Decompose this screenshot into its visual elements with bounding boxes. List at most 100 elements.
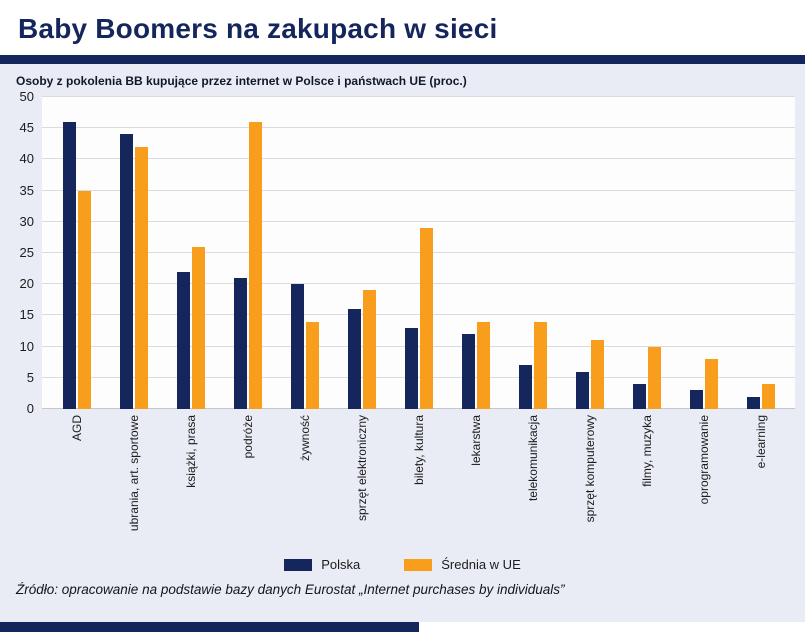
gridline [42, 127, 795, 129]
bar-group [276, 97, 333, 409]
bar-polska [632, 384, 646, 409]
x-label-cell: żywność [276, 409, 333, 555]
x-axis-label: podróże [240, 415, 255, 459]
bar-group [219, 97, 276, 409]
y-tick-label: 0 [26, 401, 34, 416]
x-axis-label: bilety, kultura [411, 415, 426, 485]
bar-polska [746, 396, 760, 409]
x-axis-label: AGD [69, 415, 84, 442]
bar-ue [476, 321, 490, 409]
x-axis-label: filmy, muzyka [639, 415, 654, 487]
x-axis-label: lekarstwa [468, 415, 483, 466]
gridline [42, 220, 795, 222]
bar-group [561, 97, 618, 409]
bar-polska [689, 390, 703, 409]
y-tick-label: 30 [19, 213, 34, 229]
bar-ue [134, 146, 148, 409]
bars-layer [42, 97, 795, 409]
x-label-cell: e-learning [732, 409, 789, 555]
y-tick-label: 50 [19, 89, 34, 104]
source-note: Źródło: opracowanie na podstawie bazy da… [16, 582, 565, 597]
y-tick-label: 35 [19, 182, 34, 198]
gridline [42, 158, 795, 160]
x-axis-label: książki, prasa [183, 415, 198, 488]
footer-bar [0, 622, 419, 632]
bar-ue [362, 290, 376, 409]
bar-ue [419, 228, 433, 409]
legend-swatch-ue [404, 558, 433, 571]
x-axis-label: oprogramowanie [696, 415, 711, 505]
x-axis-label: ubrania, art. sportowe [126, 415, 141, 532]
legend-swatch-polska [284, 558, 313, 571]
legend-label-polska: Polska [321, 557, 361, 572]
bar-ue [533, 321, 547, 409]
gridline [42, 252, 795, 253]
x-label-cell: książki, prasa [162, 409, 219, 555]
bar-group [162, 97, 219, 409]
gridline [42, 96, 795, 97]
bar-ue [248, 121, 262, 409]
bar-group [48, 97, 105, 409]
x-axis-cells: AGD ubrania, art. sportowe książki, prasa p… [42, 409, 795, 555]
gridline [42, 314, 795, 316]
bar-polska [461, 334, 475, 409]
bar-ue [77, 190, 91, 409]
y-tick-label: 5 [26, 369, 34, 385]
x-axis-label: e-learning [753, 415, 768, 469]
bar-group [447, 97, 504, 409]
bar-polska [404, 327, 418, 409]
gridline [42, 283, 795, 285]
grid-layer [42, 96, 795, 409]
gridline [42, 376, 795, 378]
x-label-cell: ubrania, art. sportowe [105, 409, 162, 555]
y-tick-label: 45 [19, 120, 34, 136]
bar-polska [290, 284, 304, 409]
bar-group [618, 97, 675, 409]
bar-ue [305, 321, 319, 409]
legend-item-ue: Średnia w UE [404, 557, 521, 572]
bar-ue [191, 246, 205, 409]
y-tick-label: 25 [19, 245, 34, 260]
bar-polska [233, 277, 247, 409]
y-axis: 0 5 10 15 20 25 30 35 40 45 50 [0, 89, 42, 416]
header-divider-bar [0, 55, 805, 64]
x-label-cell: podróże [219, 409, 276, 555]
bar-group [675, 97, 732, 409]
y-tick-label: 20 [19, 276, 34, 292]
x-axis-spacer [0, 409, 42, 555]
bar-polska [176, 271, 190, 409]
bar-ue [761, 384, 775, 409]
x-label-cell: lekarstwa [447, 409, 504, 555]
bar-polska [347, 309, 361, 409]
x-axis-label: sprzęt elektroniczny [354, 415, 369, 522]
chart-section: Osoby z pokolenia BB kupujące przez inte… [0, 64, 805, 622]
y-tick-label: 15 [19, 307, 34, 323]
bar-group [333, 97, 390, 409]
plot-area [42, 96, 795, 409]
x-label-cell: sprzęt komputerowy [561, 409, 618, 555]
header: Baby Boomers na zakupach w sieci [0, 0, 805, 55]
legend-item-polska: Polska [284, 557, 360, 572]
bar-group [390, 97, 447, 409]
bar-group [105, 97, 162, 409]
x-axis-labels: AGD ubrania, art. sportowe książki, prasa p… [0, 409, 805, 555]
bar-ue [590, 340, 604, 409]
bar-ue [647, 346, 661, 409]
bar-group [732, 97, 789, 409]
x-label-cell: telekomunikacja [504, 409, 561, 555]
y-tick-label: 10 [19, 338, 34, 354]
gridline [42, 345, 795, 347]
x-label-cell: filmy, muzyka [618, 409, 675, 555]
x-label-cell: sprzęt elektroniczny [333, 409, 390, 555]
plot-row: 0 5 10 15 20 25 30 35 40 45 50 [0, 89, 805, 416]
bar-polska [119, 134, 133, 409]
bar-polska [575, 371, 589, 409]
bar-polska [62, 121, 76, 409]
x-axis-label: telekomunikacja [525, 415, 540, 502]
chart-subtitle: Osoby z pokolenia BB kupujące przez inte… [16, 74, 467, 88]
legend-label-ue: Średnia w UE [441, 557, 521, 572]
gridline [42, 189, 795, 191]
y-tick-label: 40 [19, 151, 34, 167]
x-axis-label: żywność [297, 415, 312, 462]
